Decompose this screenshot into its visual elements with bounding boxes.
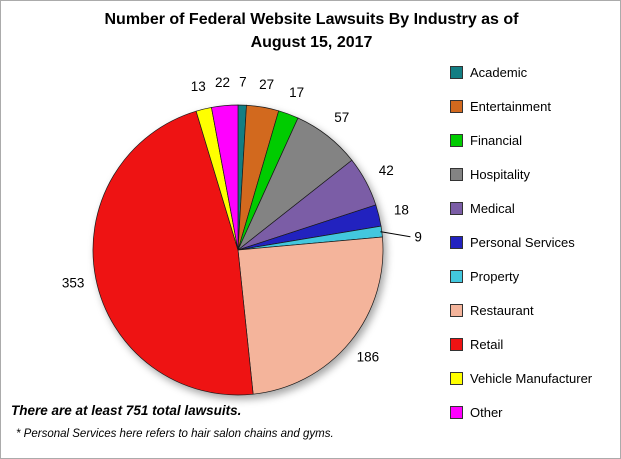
legend-swatch-medical	[450, 201, 463, 215]
chart-legend: Academic Entertainment Financial Hospitalit…	[450, 64, 593, 420]
legend-item-academic: Academic	[450, 64, 592, 80]
slice-value-label-medical: 42	[379, 163, 394, 178]
total-lawsuits-note: There are at least 751 total lawsuits.	[11, 403, 242, 418]
slice-value-label-academic: 7	[239, 74, 247, 89]
slice-value-label-vehicle-manufacturer: 13	[191, 79, 206, 94]
legend-item-entertainment: Entertainment	[450, 98, 592, 114]
slice-value-label-financial: 17	[289, 85, 304, 100]
legend-label-academic: Academic	[470, 64, 528, 80]
legend-item-financial: Financial	[450, 132, 592, 148]
chart-title-line2: August 15, 2017	[250, 34, 373, 51]
personal-services-footnote: * Personal Services here refers to hair …	[16, 428, 334, 440]
legend-swatch-vehicle-manufacturer	[450, 371, 463, 385]
legend-label-financial: Financial	[470, 132, 523, 148]
legend-label-medical: Medical	[470, 200, 515, 216]
slice-value-label-restaurant: 186	[357, 349, 380, 364]
chart-title-line1: Number of Federal Website Lawsuits By In…	[104, 11, 519, 28]
leader-line-property	[380, 231, 411, 238]
legend-swatch-other	[450, 405, 463, 419]
pie-chart: 7 27 17 57 42 18 9 186 353 13 22	[62, 74, 422, 396]
legend-swatch-property	[450, 269, 463, 283]
slice-value-label-other: 22	[215, 75, 230, 90]
legend-item-personal-services: Personal Services	[450, 234, 592, 250]
legend-item-other: Other	[450, 404, 592, 420]
legend-item-property: Property	[450, 268, 592, 284]
legend-label-retail: Retail	[470, 336, 504, 352]
slice-value-label-retail: 353	[62, 276, 85, 291]
legend-item-retail: Retail	[450, 336, 592, 352]
pie-slices-group	[92, 104, 384, 396]
legend-label-restaurant: Restaurant	[470, 302, 534, 318]
legend-label-entertainment: Entertainment	[470, 98, 551, 114]
legend-swatch-academic	[450, 65, 463, 79]
slice-value-label-personal-services: 18	[394, 202, 409, 217]
legend-item-vehicle-manufacturer: Vehicle Manufacturer	[450, 370, 593, 386]
legend-item-hospitality: Hospitality	[450, 166, 592, 182]
slice-value-label-property: 9	[414, 230, 422, 245]
legend-label-property: Property	[470, 268, 520, 284]
pie-slice-restaurant	[237, 236, 384, 395]
legend-label-vehicle-manufacturer: Vehicle Manufacturer	[470, 370, 593, 386]
chart-title: Number of Federal Website Lawsuits By In…	[1, 8, 620, 54]
pie-slice-other	[211, 104, 239, 251]
legend-swatch-restaurant	[450, 303, 463, 317]
slice-value-label-entertainment: 27	[259, 77, 274, 92]
legend-swatch-financial	[450, 133, 463, 147]
legend-swatch-personal-services	[450, 235, 463, 249]
legend-label-hospitality: Hospitality	[470, 166, 530, 182]
pie-slice-labels-group: 7 27 17 57 42 18 9 186 353 13 22	[62, 74, 422, 364]
legend-item-restaurant: Restaurant	[450, 302, 592, 318]
legend-swatch-entertainment	[450, 99, 463, 113]
legend-item-medical: Medical	[450, 200, 592, 216]
pie-slice-retail	[92, 110, 254, 396]
legend-swatch-hospitality	[450, 167, 463, 181]
slice-value-label-hospitality: 57	[334, 110, 349, 125]
legend-swatch-retail	[450, 337, 463, 351]
legend-label-personal-services: Personal Services	[470, 234, 575, 250]
legend-label-other: Other	[470, 404, 503, 420]
